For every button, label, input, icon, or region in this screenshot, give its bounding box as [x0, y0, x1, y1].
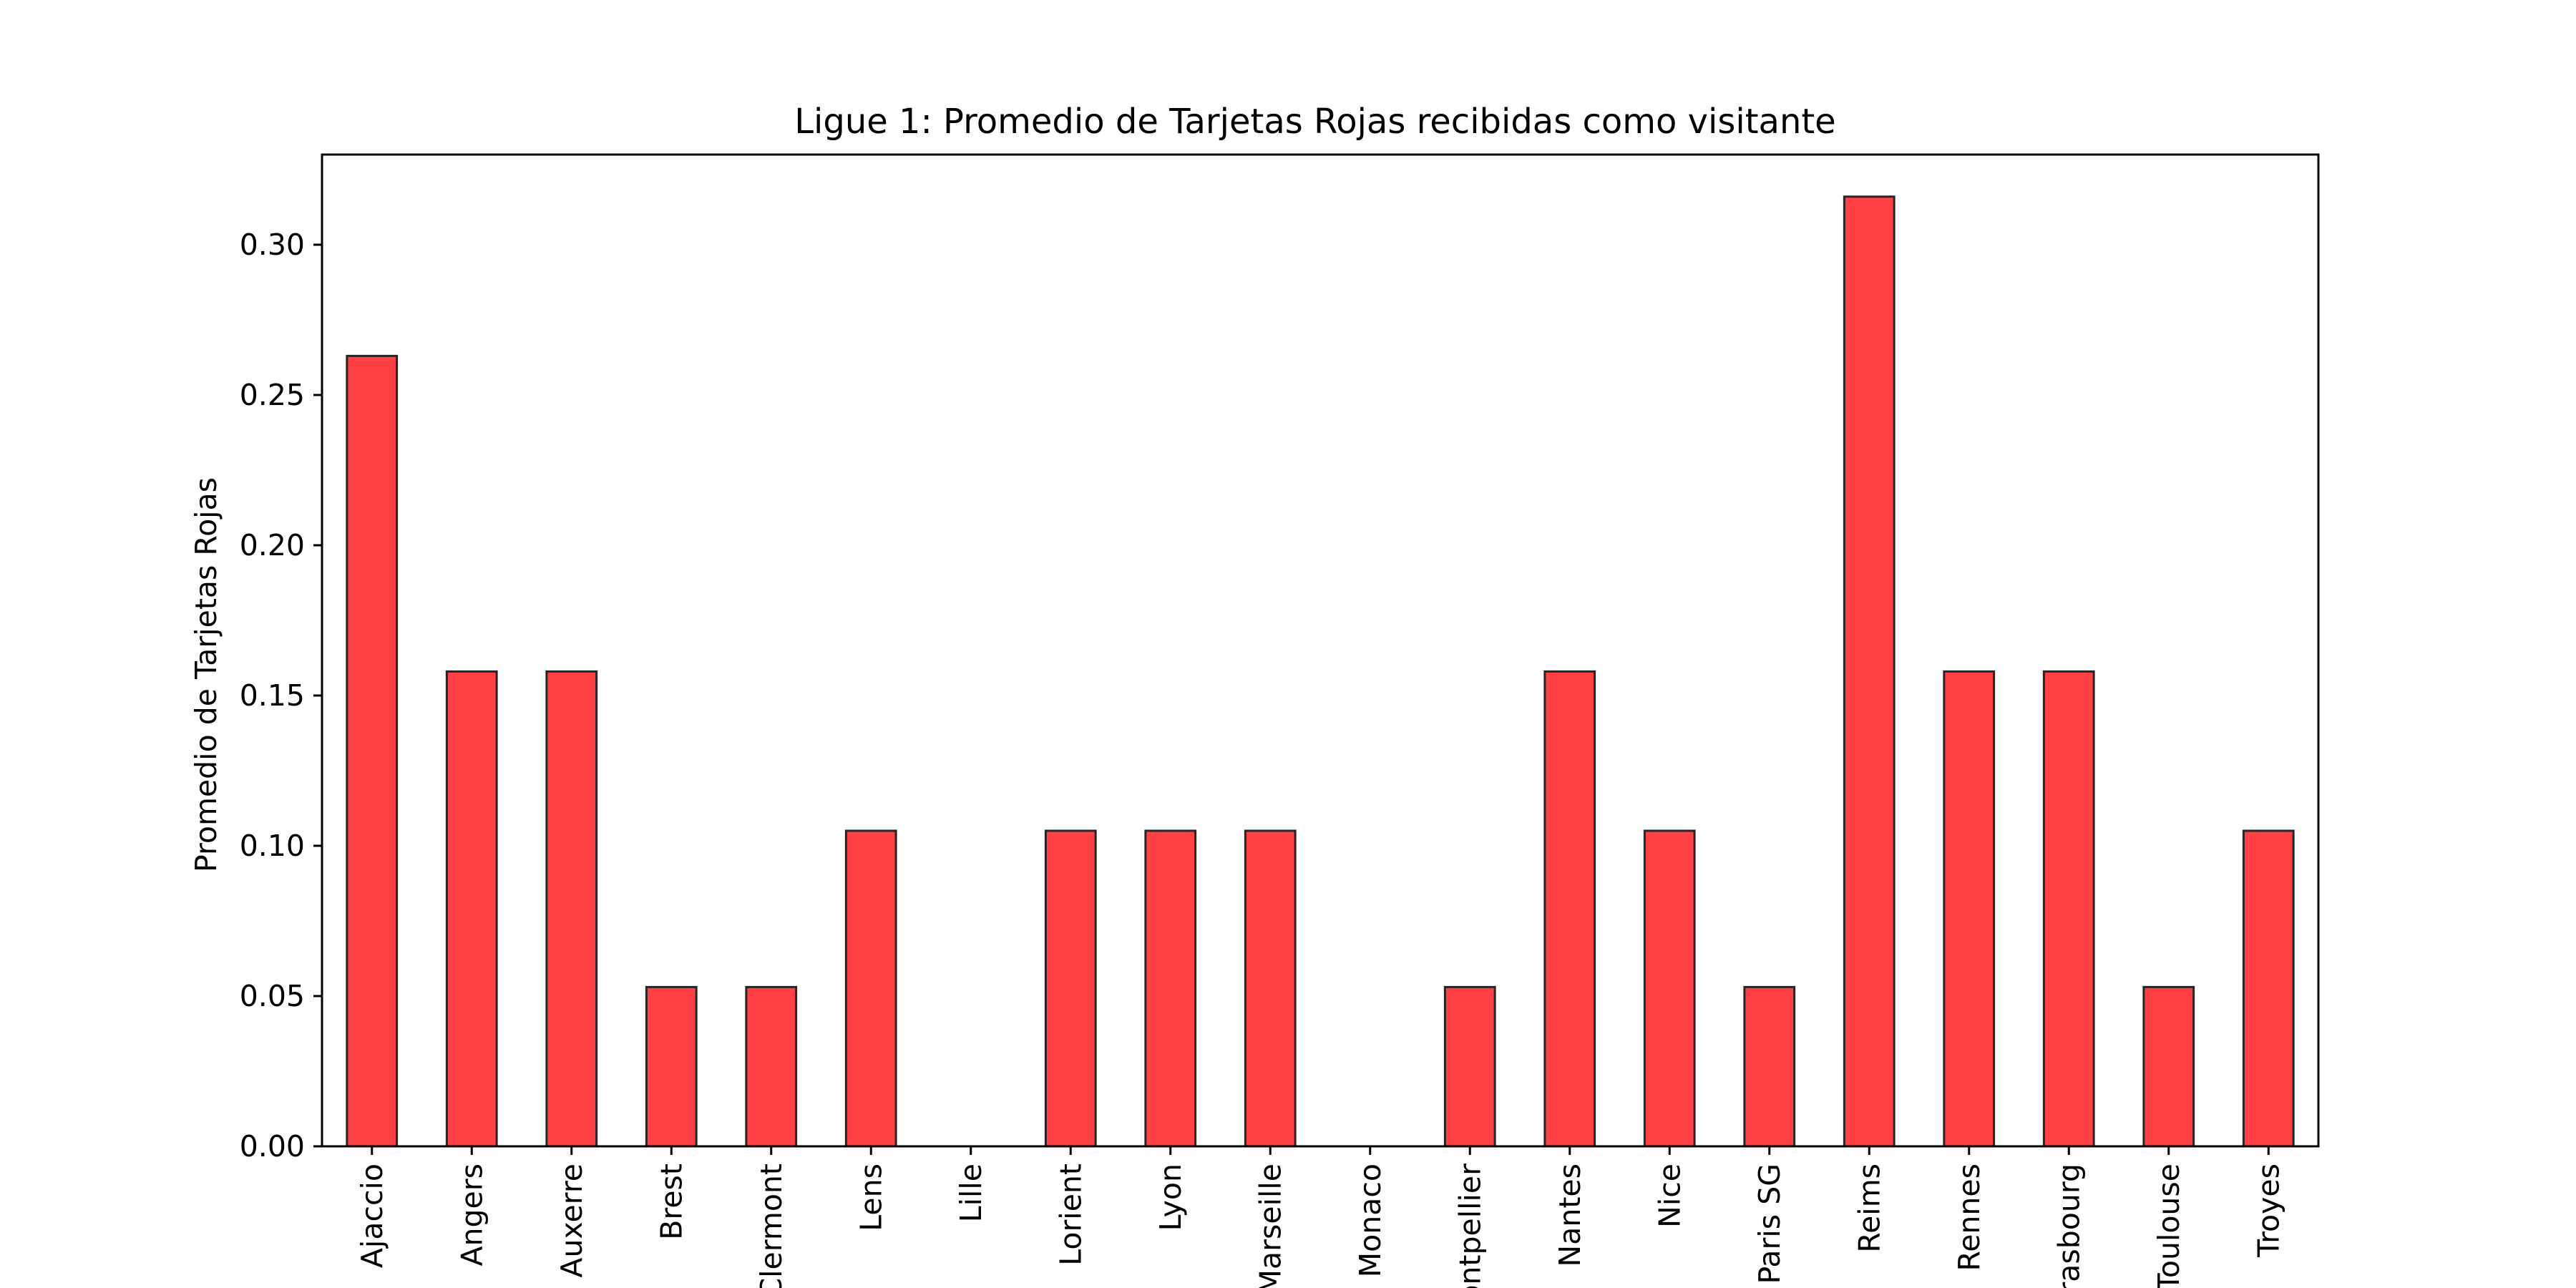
y-ticks-group: 0.00 0.05 0.10 0.15 0.20 0.25 0.30 — [240, 228, 322, 1163]
x-tick-label: Angers — [454, 1163, 489, 1267]
bar-reims — [1843, 195, 1896, 1148]
bar-lyon — [1144, 829, 1197, 1148]
y-tick-label: 0.20 — [240, 528, 305, 562]
x-tick-label: Monaco — [1353, 1163, 1387, 1277]
x-tick-label: Toulouse — [2152, 1163, 2186, 1288]
y-tick-label: 0.10 — [240, 829, 305, 863]
plot-frame — [321, 153, 2320, 1148]
bar-toulouse — [2142, 985, 2195, 1148]
bar-nantes — [1543, 670, 1596, 1148]
x-tick-label: Montpellier — [1453, 1163, 1487, 1288]
bar-clermont — [745, 985, 798, 1148]
bar-angers — [445, 670, 498, 1148]
x-ticks-group: Ajaccio Angers Auxerre Brest Clermont Lens Lil… — [355, 1146, 2285, 1288]
y-tick-label: 0.30 — [240, 228, 305, 262]
bar-troyes — [2242, 829, 2295, 1148]
x-tick-label: Reims — [1852, 1163, 1886, 1253]
bar-ajaccio — [346, 354, 399, 1148]
chart-title: Ligue 1: Promedio de Tarjetas Rojas reci… — [794, 102, 1835, 142]
x-tick-label: Troyes — [2251, 1163, 2285, 1258]
x-tick-label: Lille — [954, 1163, 988, 1222]
y-tick-label: 0.15 — [240, 678, 305, 713]
bar-auxerre — [545, 670, 598, 1148]
x-tick-label: Clermont — [754, 1163, 789, 1288]
y-tick-label: 0.05 — [240, 979, 305, 1013]
x-tick-label: Marseille — [1253, 1163, 1287, 1288]
bar-rennes — [1943, 670, 1996, 1148]
y-tick-label: 0.25 — [240, 378, 305, 412]
y-axis-label: Promedio de Tarjetas Rojas — [189, 477, 223, 872]
bar-strasbourg — [2042, 670, 2095, 1148]
bar-montpellier — [1443, 985, 1496, 1148]
x-tick-label: Rennes — [1952, 1163, 1986, 1271]
x-tick-label: Lyon — [1153, 1163, 1188, 1231]
x-tick-label: Auxerre — [555, 1163, 589, 1278]
x-tick-label: Ajaccio — [355, 1163, 389, 1268]
x-tick-label: Lorient — [1053, 1163, 1088, 1266]
x-tick-label: Lens — [854, 1163, 888, 1231]
bar-lens — [844, 829, 897, 1148]
x-tick-label: Paris SG — [1752, 1163, 1787, 1284]
bar-nice — [1643, 829, 1696, 1148]
x-tick-label: Nice — [1652, 1163, 1687, 1228]
x-tick-label: Nantes — [1553, 1163, 1587, 1267]
x-tick-label: Brest — [654, 1163, 688, 1240]
y-tick-label: 0.00 — [240, 1129, 305, 1163]
bar-paris-sg — [1743, 985, 1796, 1148]
bar-marseille — [1244, 829, 1297, 1148]
x-tick-label: Strasbourg — [2051, 1163, 2086, 1288]
bar-lorient — [1044, 829, 1097, 1148]
bar-brest — [645, 985, 698, 1148]
bars-group — [346, 195, 2295, 1148]
